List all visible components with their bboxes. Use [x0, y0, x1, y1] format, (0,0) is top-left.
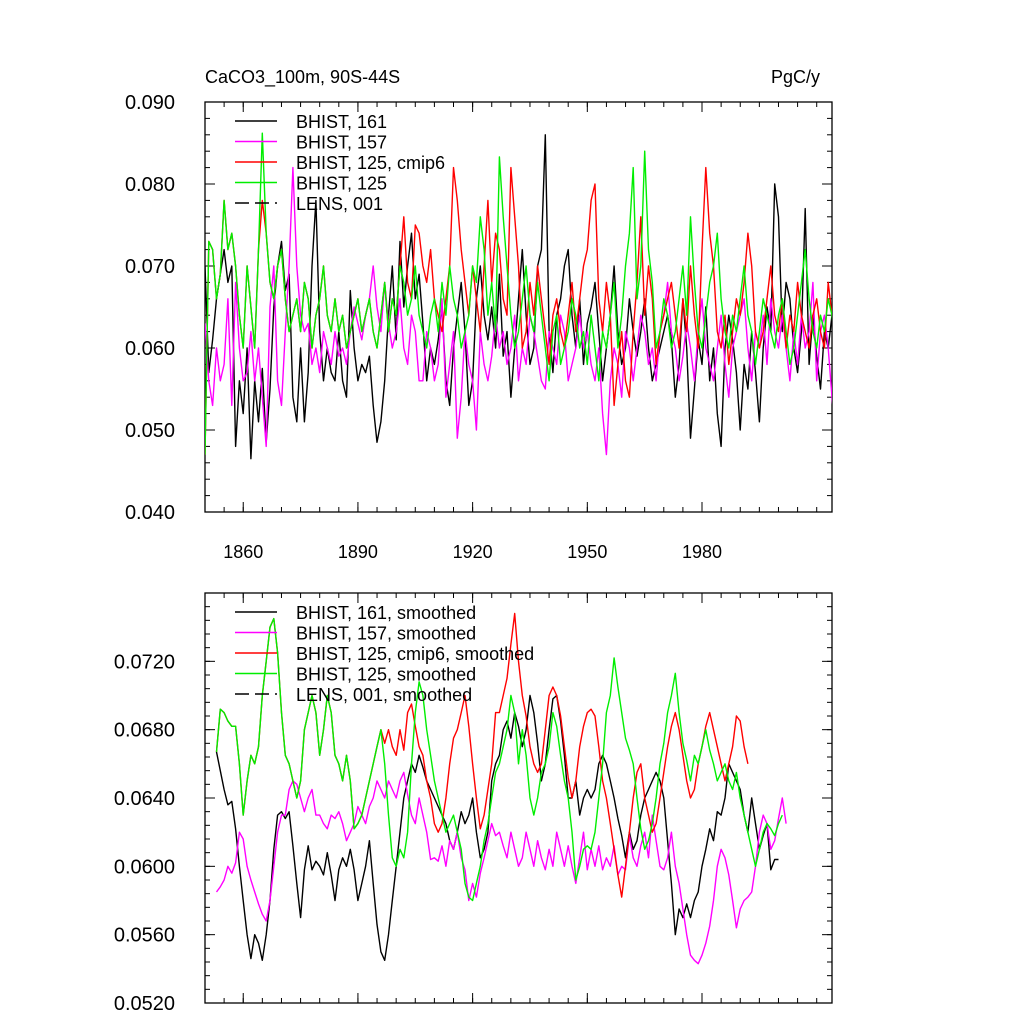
legend-label: LENS, 001 — [296, 194, 383, 214]
y-tick-label: 0.0640 — [114, 788, 175, 810]
y-tick-label: 0.090 — [125, 92, 175, 114]
y-tick-label: 0.070 — [125, 256, 175, 278]
units-label: PgC/y — [771, 67, 820, 87]
top-panel: CaCO3_100m, 90S-44S PgC/y 1860 1890 1920 19… — [125, 67, 833, 562]
series-line-1 — [215, 771, 787, 965]
legend-label: BHIST, 125, cmip6, smoothed — [296, 644, 534, 664]
y-tick-label: 0.0600 — [114, 856, 175, 878]
x-tick-label: 1950 — [567, 542, 607, 562]
y-tick-label: 0.0680 — [114, 720, 175, 742]
plot-frame — [204, 101, 833, 513]
bottom-panel: 0.0520 0.0560 0.0600 0.0640 0.0680 0.0720 BHIS… — [114, 592, 833, 1015]
y-tick-label: 0.080 — [125, 174, 175, 196]
y-tick-label: 0.0720 — [114, 651, 175, 673]
chart-title: CaCO3_100m, 90S-44S — [205, 67, 400, 88]
y-tick-label: 0.050 — [125, 420, 175, 442]
legend-label: LENS, 001, smoothed — [296, 685, 472, 705]
series-lines — [215, 612, 787, 965]
legend-label: BHIST, 157 — [296, 133, 387, 153]
y-tick-label: 0.040 — [125, 502, 175, 524]
legend-label: BHIST, 161, smoothed — [296, 603, 476, 623]
x-tick-label: 1980 — [682, 542, 722, 562]
y-tick-label: 0.0520 — [114, 993, 175, 1015]
series-line-3 — [215, 617, 783, 902]
series-line-0 — [215, 694, 779, 961]
x-tick-label: 1860 — [223, 542, 263, 562]
x-tick-label: 1920 — [453, 542, 493, 562]
legend-label: BHIST, 125, cmip6 — [296, 153, 445, 173]
x-tick-label: 1890 — [338, 542, 378, 562]
series-line-1 — [205, 166, 832, 456]
legend-label: BHIST, 125 — [296, 174, 387, 194]
y-tick-label: 0.060 — [125, 338, 175, 360]
series-line-3 — [205, 132, 832, 455]
legend-label: BHIST, 157, smoothed — [296, 624, 476, 644]
series-lines — [205, 132, 832, 460]
legend-label: BHIST, 125, smoothed — [296, 665, 476, 685]
legend-label: BHIST, 161 — [296, 112, 387, 132]
y-tick-label: 0.0560 — [114, 925, 175, 947]
